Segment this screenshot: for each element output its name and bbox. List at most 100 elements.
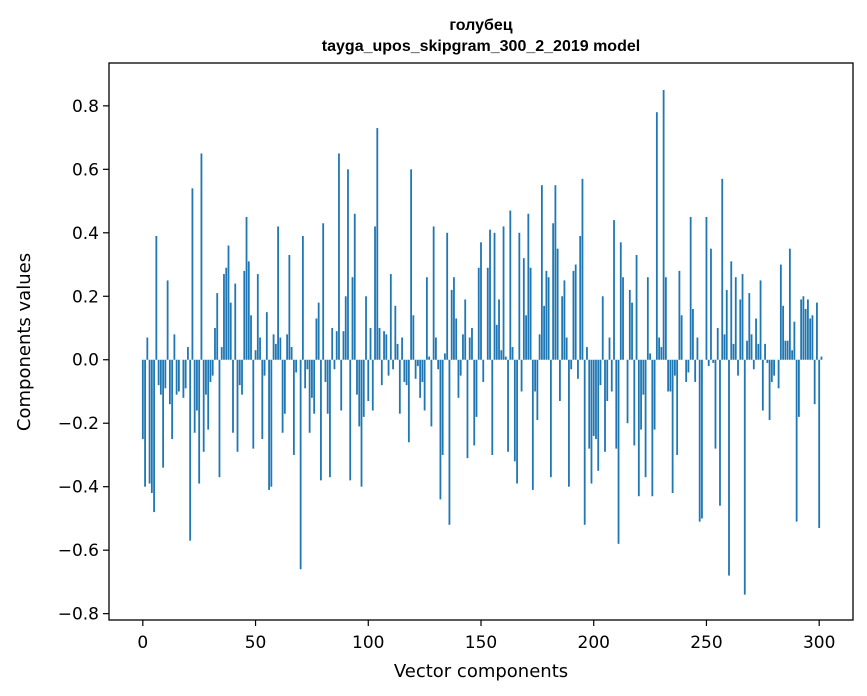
bar — [588, 359, 591, 449]
bar — [577, 359, 579, 379]
bar — [730, 261, 733, 360]
bar — [182, 359, 185, 398]
bar — [495, 324, 498, 360]
bar — [141, 359, 144, 440]
bar — [236, 359, 239, 452]
bar — [737, 359, 739, 376]
y-tick-label: −0.2 — [58, 414, 99, 434]
bar — [403, 359, 406, 382]
bar — [475, 359, 478, 417]
bar — [520, 359, 523, 392]
bar — [590, 359, 593, 484]
bar — [689, 216, 692, 360]
bar — [761, 359, 764, 411]
bar — [196, 359, 198, 411]
bar — [784, 340, 787, 360]
bar — [696, 337, 699, 360]
bar — [671, 359, 674, 494]
bar — [202, 359, 205, 452]
bar — [173, 334, 176, 360]
bar — [347, 169, 349, 360]
bar — [200, 153, 203, 360]
bar — [223, 274, 225, 360]
bar — [662, 89, 665, 360]
bar — [579, 235, 582, 360]
bars-group — [141, 89, 823, 595]
bar — [351, 277, 354, 360]
bar — [189, 359, 192, 541]
bar — [570, 359, 573, 370]
bar — [466, 359, 469, 459]
x-tick-label: 0 — [137, 633, 148, 653]
bar — [795, 359, 798, 522]
bar — [234, 283, 237, 360]
bar — [144, 359, 146, 487]
bar — [342, 331, 345, 360]
bar — [175, 359, 178, 395]
bar — [728, 359, 730, 576]
bar — [480, 242, 482, 360]
bar — [410, 169, 413, 360]
bar — [750, 334, 753, 360]
bar — [800, 299, 803, 360]
bar — [383, 331, 385, 360]
bar — [719, 359, 721, 506]
bar — [608, 337, 611, 360]
bar — [782, 305, 785, 360]
bar — [292, 359, 295, 455]
bar — [171, 359, 174, 440]
bar — [324, 359, 327, 382]
bar — [807, 299, 809, 360]
bar — [164, 359, 167, 389]
bar — [725, 289, 728, 360]
bar — [685, 359, 688, 382]
bar — [741, 274, 744, 360]
bar — [743, 359, 746, 595]
bar — [153, 359, 155, 513]
bar — [441, 359, 444, 455]
bar — [664, 277, 667, 360]
bar — [518, 232, 521, 360]
bar — [448, 359, 451, 525]
bar — [462, 334, 464, 360]
bar — [281, 359, 284, 433]
bar — [813, 359, 816, 405]
bar — [414, 359, 417, 379]
y-tick-label: −0.6 — [58, 541, 99, 561]
bar — [437, 359, 440, 370]
bar — [238, 359, 241, 386]
bar — [527, 213, 530, 360]
bar — [583, 359, 586, 525]
bar — [538, 334, 541, 360]
bar — [187, 347, 189, 360]
bar — [732, 343, 735, 360]
bar — [333, 359, 336, 370]
bar — [387, 359, 390, 376]
bar — [419, 359, 422, 398]
y-tick-label: 0.0 — [72, 351, 99, 371]
bar — [150, 359, 153, 494]
bar — [786, 340, 789, 360]
bar — [261, 359, 264, 440]
bar — [633, 359, 636, 446]
bar — [274, 343, 277, 360]
bar — [304, 359, 307, 389]
bar — [770, 359, 773, 382]
bar — [791, 350, 794, 360]
bar — [678, 270, 681, 360]
bar — [554, 185, 557, 360]
bar — [628, 289, 631, 360]
bar — [344, 296, 347, 360]
bar — [168, 359, 171, 405]
bar — [595, 359, 597, 440]
bar — [759, 280, 762, 360]
bar — [707, 359, 710, 367]
y-tick-label: 0.6 — [72, 160, 99, 180]
bar — [396, 343, 399, 360]
bar — [507, 359, 509, 452]
bar — [162, 359, 165, 468]
bar — [259, 337, 261, 360]
x-tick-label: 100 — [352, 633, 384, 653]
bar — [412, 315, 415, 360]
bar — [369, 328, 372, 360]
